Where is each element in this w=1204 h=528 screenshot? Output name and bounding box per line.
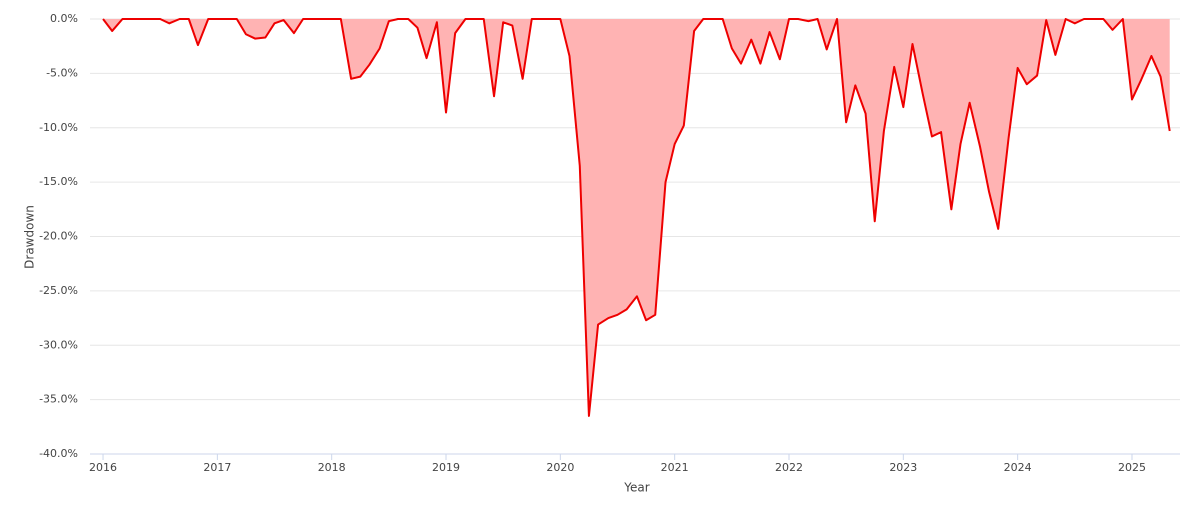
y-tick-label: 0.0% [50,12,78,25]
y-tick-label: -25.0% [39,284,78,297]
x-tick-label: 2017 [203,461,231,474]
drawdown-area [103,19,1170,416]
x-tick-label: 2023 [889,461,917,474]
x-tick-label: 2022 [775,461,803,474]
y-tick-label: -5.0% [46,66,78,79]
y-tick-label: -20.0% [39,230,78,243]
y-tick-label: -30.0% [39,338,78,351]
y-axis-label: Drawdown [23,205,37,269]
x-tick-label: 2019 [432,461,460,474]
x-tick-label: 2018 [318,461,346,474]
x-tick-label: 2021 [661,461,689,474]
x-tick-label: 2024 [1004,461,1032,474]
x-axis-label: Year [623,481,649,495]
x-tick-label: 2025 [1118,461,1146,474]
y-tick-label: -35.0% [39,393,78,406]
y-tick-label: -40.0% [39,447,78,460]
y-tick-label: -15.0% [39,175,78,188]
drawdown-line [102,18,1171,417]
y-tick-label: -10.0% [39,121,78,134]
x-tick-label: 2016 [89,461,117,474]
x-tick-label: 2020 [546,461,574,474]
